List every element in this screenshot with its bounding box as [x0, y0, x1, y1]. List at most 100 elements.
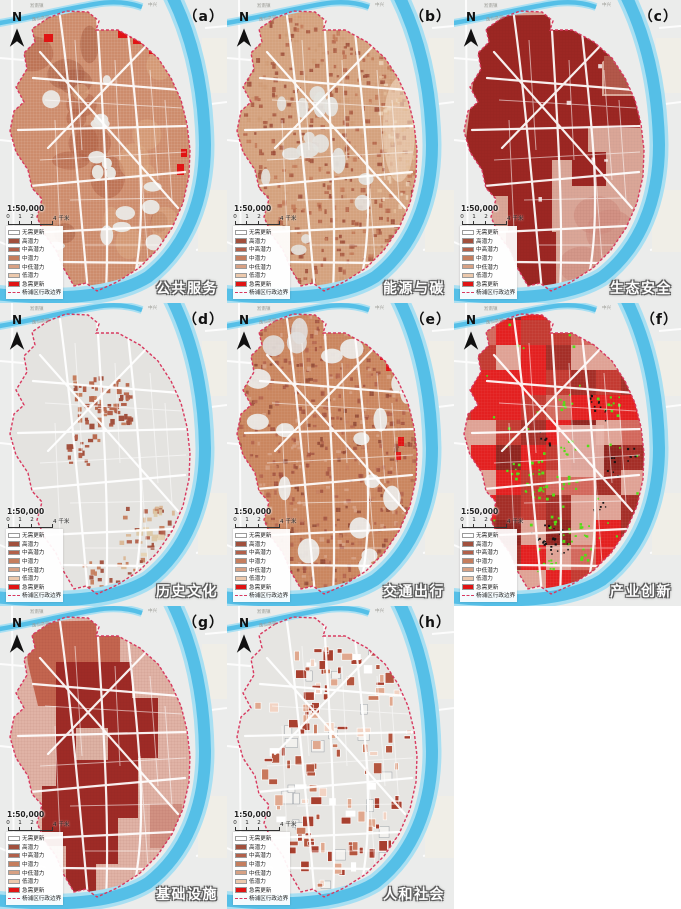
basemap-label: 中兴	[602, 1, 611, 8]
boundary-dash-icon	[8, 291, 20, 293]
scale-text: 1:50,000	[234, 810, 272, 819]
legend-item: 中潜力	[462, 254, 515, 263]
map-panel-energy_carbon: 淞南镇 逸仙高架 中兴 N （b） 1:50,000 0 1 2 4 千米 无需更新 高潜力…	[227, 0, 454, 303]
north-label: N	[465, 313, 477, 327]
scale-bar-line	[462, 524, 507, 528]
legend-item: 急需更新	[8, 886, 61, 895]
legend-item: 急需更新	[8, 280, 61, 289]
legend-boundary-label: 杨浦区行政边界	[249, 896, 288, 903]
legend-swatch	[8, 844, 20, 850]
scale-box: 1:50,000 0 1 2 4 千米	[233, 507, 297, 529]
north-arrow: N	[9, 617, 25, 657]
boundary-dash-icon	[462, 291, 474, 293]
legend-swatch	[8, 549, 20, 556]
legend-item: 高潜力	[235, 843, 288, 852]
legend-swatch	[462, 255, 474, 261]
legend-item: 高潜力	[235, 540, 288, 549]
scale-tick-labels: 0 1 2 4 千米	[6, 820, 69, 828]
boundary-dash-icon	[8, 897, 20, 899]
scale-tick: 2	[30, 517, 34, 523]
basemap-label: 逸仙高架	[485, 13, 504, 23]
legend-label: 急需更新	[22, 887, 45, 894]
legend-boundary-label: 杨浦区行政边界	[22, 593, 61, 600]
panel-letter: （d）	[182, 312, 224, 328]
legend-item: 中低潜力	[462, 565, 515, 574]
north-label: N	[238, 313, 250, 327]
legend-swatch	[462, 575, 474, 582]
legend-label: 中低潜力	[22, 870, 45, 877]
legend-item: 急需更新	[8, 583, 61, 592]
legend-label: 急需更新	[249, 887, 272, 894]
legend-swatch	[462, 541, 474, 547]
legend-swatch	[235, 584, 247, 590]
legend-item-boundary: 杨浦区行政边界	[8, 288, 61, 297]
legend-item: 中低潜力	[8, 868, 61, 877]
scale-box: 1:50,000 0 1 2 4 千米	[233, 204, 297, 226]
legend-label: 高潜力	[476, 541, 493, 548]
scale-tick: 1	[472, 517, 476, 523]
basemap-label: 逸仙高架	[485, 316, 504, 326]
scale-text: 1:50,000	[461, 507, 499, 516]
legend-swatch	[462, 558, 474, 564]
north-arrow: N	[236, 617, 252, 657]
legend-swatch	[235, 255, 247, 261]
legend-item-boundary: 杨浦区行政边界	[8, 591, 61, 600]
panel-title: 生态安全	[610, 281, 672, 297]
legend-item: 中低潜力	[8, 565, 61, 574]
legend-label: 高潜力	[249, 844, 266, 851]
legend-label: 中低潜力	[22, 264, 45, 271]
panel-title: 公共服务	[156, 281, 218, 297]
legend-label: 无需更新	[249, 230, 272, 237]
legend-label: 中低潜力	[249, 264, 272, 271]
scale-bar-line	[235, 221, 280, 225]
legend-label: 低潜力	[22, 576, 39, 583]
legend-swatch	[462, 272, 474, 279]
north-label: N	[11, 616, 23, 630]
legend-swatch	[8, 281, 20, 287]
legend: 无需更新 高潜力 中高潜力 中潜力 中低潜力 低潜力 急需更新 杨浦区行政边界	[233, 832, 290, 905]
scale-box: 1:50,000 0 1 2 4 千米	[6, 810, 70, 832]
basemap-label: 淞南镇	[484, 2, 498, 9]
boundary-dash-icon	[8, 594, 20, 596]
legend-item: 中高潜力	[8, 245, 61, 254]
boundary-dash-icon	[235, 594, 247, 596]
legend-label: 中低潜力	[22, 567, 45, 574]
scale-tick-labels: 0 1 2 4 千米	[6, 517, 69, 525]
legend-label: 低潜力	[22, 879, 39, 886]
legend-item: 低潜力	[462, 271, 515, 280]
basemap-label: 中兴	[148, 1, 157, 8]
panel-letter: （a）	[183, 9, 224, 25]
north-arrow-icon	[9, 634, 25, 653]
legend-label: 中潜力	[22, 862, 39, 869]
legend-boundary-label: 杨浦区行政边界	[249, 593, 288, 600]
basemap-label: 逸仙高架	[31, 316, 50, 326]
legend-label: 中低潜力	[476, 567, 499, 574]
scale-text: 1:50,000	[461, 204, 499, 213]
legend-swatch	[8, 238, 20, 244]
scale-tick: 2	[484, 214, 488, 220]
legend-item: 中潜力	[235, 254, 288, 263]
legend-label: 急需更新	[22, 281, 45, 288]
north-label: N	[238, 10, 250, 24]
legend-swatch	[462, 246, 474, 253]
north-arrow-icon	[236, 634, 252, 653]
legend-label: 无需更新	[249, 533, 272, 540]
basemap-label: 淞南镇	[30, 305, 44, 312]
panel-title: 产业创新	[610, 584, 672, 600]
legend-item: 低潜力	[235, 271, 288, 280]
legend-item: 中高潜力	[462, 245, 515, 254]
legend-item: 急需更新	[462, 280, 515, 289]
scale-bar-line	[8, 524, 53, 528]
legend-swatch	[235, 835, 247, 842]
legend-swatch	[235, 229, 247, 236]
scale-bar-line	[235, 827, 280, 831]
legend-item: 中高潜力	[8, 548, 61, 557]
legend-label: 中高潜力	[476, 550, 499, 557]
scale-tick: 4 千米	[280, 822, 297, 828]
legend-item: 中潜力	[8, 860, 61, 869]
scale-tick-labels: 0 1 2 4 千米	[233, 517, 296, 525]
legend-swatch	[462, 584, 474, 590]
legend-label: 无需更新	[249, 836, 272, 843]
legend-label: 高潜力	[22, 541, 39, 548]
legend-item: 无需更新	[462, 228, 515, 237]
